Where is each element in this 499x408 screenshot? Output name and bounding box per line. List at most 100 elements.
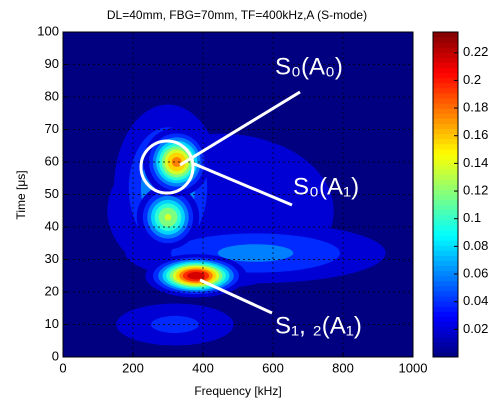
colorbar-segment [433,72,458,79]
colorbar-segment [433,153,458,160]
colorbar-segment [433,275,458,282]
y-tick-label: 0 [52,348,59,363]
y-tick-label: 40 [45,218,59,233]
y-tick-label: 50 [45,186,59,201]
colorbar-segment [433,179,458,185]
colorbar-segment [433,123,458,129]
colorbar-tick-label: 0.18 [463,100,488,115]
chart-title: DL=40mm, FBG=70mm, TF=400kHz,A (S-mode) [107,8,367,22]
annotation-line [199,278,273,315]
annotation-line [179,90,301,167]
colorbar-segment [433,316,458,322]
y-tick-label: 100 [37,23,59,38]
colorbar-tick-label: 0.2 [463,72,481,87]
colorbar-segment [433,113,458,119]
colorbar-segment [433,184,458,190]
x-tick-label: 600 [262,360,284,375]
colorbar-tick-label: 0.16 [463,127,488,142]
colorbar-segment [433,52,458,58]
annotation: S₁, ₂(A₁) [275,312,362,339]
x-tick-label: 200 [122,360,144,375]
contour-level [187,271,205,280]
x-tick-label: 0 [59,360,66,375]
colorbar-segment [433,47,458,53]
y-tick-label: 80 [45,88,59,103]
colorbar-segment [433,346,458,353]
colorbar-segment [433,321,458,328]
y-tick-label: 60 [45,153,59,168]
colorbar-segment [433,138,458,145]
colorbar-segment [433,331,458,338]
colorbar-segment [433,37,458,43]
y-axis-label: Time [μs] [14,170,28,219]
colorbar-segment [433,143,458,150]
plot-frame [62,31,414,358]
colorbar-segment [433,306,458,312]
colorbar-segment [433,148,458,155]
colorbar-segment [433,92,458,99]
colorbar-segment [433,98,458,104]
colorbar-segment [433,189,458,195]
colorbar-tick-label: 0.12 [463,182,488,197]
colorbar-segment [433,199,458,206]
colorbar-segment [433,174,458,180]
colorbar-segment [433,250,458,256]
colorbar-segment [433,260,458,267]
colorbar-tick-label: 0.04 [463,293,488,308]
colorbar-segment [433,245,458,251]
colorbar-segment [433,164,458,170]
colorbar-segment [433,219,458,226]
y-tick-label: 10 [45,316,59,331]
colorbar-segment [433,133,458,140]
colorbar-tick-label: 0.08 [463,238,488,253]
annotation: S₀(A₁) [293,173,359,200]
colorbar-segment [433,285,458,292]
colorbar-segment [433,240,458,246]
colorbar-segment [433,82,458,89]
y-tick-label: 20 [45,283,59,298]
colorbar-segment [433,67,458,74]
colorbar-segment [433,296,458,302]
annotation: S₀(A₀) [275,53,343,80]
colorbar-segment [433,169,458,175]
colorbar-tick-label: 0.06 [463,265,488,280]
colorbar-segment [433,57,458,63]
colorbar-segment [433,336,458,343]
x-tick-label: 800 [332,360,354,375]
x-axis-label: Frequency [kHz] [194,384,281,398]
colorbar-segment [433,158,458,165]
y-tick-label: 90 [45,56,59,71]
colorbar-segment [433,128,458,135]
annotation-circle [139,139,195,195]
colorbar-segment [433,32,458,38]
x-tick-label: 400 [192,360,214,375]
y-tick-label: 70 [45,121,59,136]
colorbar-frame [432,31,459,358]
colorbar-segment [433,290,458,297]
colorbar-segment [433,209,458,216]
colorbar-segment [433,108,458,114]
colorbar-segment [433,280,458,287]
colorbar-tick-label: 0.02 [463,321,488,336]
colorbar-segment [433,118,458,124]
colorbar-segment [433,194,458,201]
colorbar-segment [433,235,458,241]
contour-level [164,213,172,221]
x-tick-label: 1000 [399,360,428,375]
colorbar-tick-label: 0.1 [463,210,481,225]
annotation-line [191,161,293,207]
colorbar-segment [433,224,458,231]
contour-level [171,156,182,168]
colorbar-segment [433,255,458,262]
colorbar-segment [433,311,458,317]
colorbar-segment [433,214,458,221]
colorbar-segment [433,265,458,272]
contour-level [217,244,294,262]
colorbar-segment [433,301,458,307]
colorbar-segment [433,341,458,348]
colorbar-segment [433,230,458,236]
colorbar-segment [433,87,458,94]
colorbar-segment [433,351,458,358]
colorbar-segment [433,77,458,84]
